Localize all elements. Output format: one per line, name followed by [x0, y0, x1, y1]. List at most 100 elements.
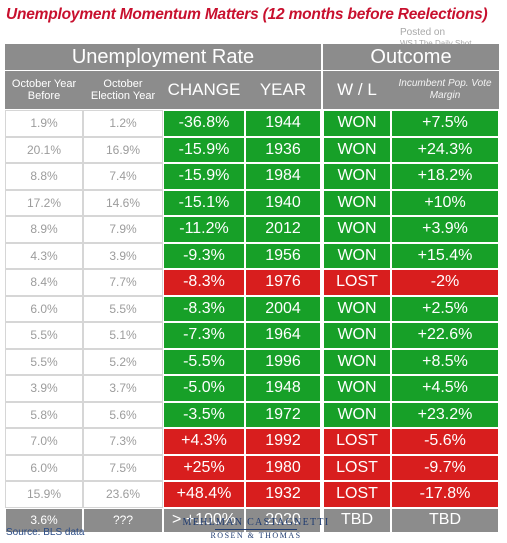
- cell-october-election-year: 7.9%: [83, 216, 163, 243]
- cell-october-year-before: 8.8%: [5, 163, 83, 190]
- cell-change: -15.9%: [163, 136, 245, 163]
- watermark-posted: Posted on: [400, 27, 446, 38]
- cell-october-year-before: 20.1%: [5, 136, 83, 163]
- cell-october-election-year: 14.6%: [83, 189, 163, 216]
- cell-result: WON: [323, 375, 391, 402]
- cell-result: WON: [323, 136, 391, 163]
- cell-october-year-before: 8.9%: [5, 216, 83, 243]
- cell-october-election-year: 7.4%: [83, 163, 163, 190]
- footer-cell-vote-margin: TBD: [391, 507, 499, 533]
- cell-vote-margin: +2.5%: [391, 295, 499, 322]
- unemployment-table: Unemployment Rate Outcome October Year B…: [5, 44, 499, 533]
- header-win-loss: W / L: [323, 71, 391, 109]
- cell-october-election-year: 23.6%: [83, 481, 163, 508]
- cell-result: WON: [323, 110, 391, 137]
- source-note: Source: BLS data: [6, 527, 85, 538]
- cell-result: LOST: [323, 269, 391, 296]
- cell-october-election-year: 3.9%: [83, 242, 163, 269]
- cell-year: 1964: [245, 322, 321, 349]
- cell-vote-margin: +15.4%: [391, 242, 499, 269]
- cell-october-year-before: 5.5%: [5, 322, 83, 349]
- cell-vote-margin: -17.8%: [391, 481, 499, 508]
- cell-october-election-year: 5.1%: [83, 322, 163, 349]
- cell-year: 1948: [245, 375, 321, 402]
- cell-year: 1972: [245, 401, 321, 428]
- cell-vote-margin: +23.2%: [391, 401, 499, 428]
- cell-vote-margin: +4.5%: [391, 375, 499, 402]
- cell-result: WON: [323, 348, 391, 375]
- cell-october-election-year: 16.9%: [83, 136, 163, 163]
- cell-change: -15.1%: [163, 189, 245, 216]
- cell-october-year-before: 8.4%: [5, 269, 83, 296]
- cell-year: 1980: [245, 454, 321, 481]
- cell-year: 1932: [245, 481, 321, 508]
- header-october-year-before: October Year Before: [5, 71, 83, 109]
- cell-vote-margin: +22.6%: [391, 322, 499, 349]
- cell-october-election-year: 7.3%: [83, 428, 163, 455]
- cell-result: LOST: [323, 481, 391, 508]
- header-outcome: Outcome: [323, 44, 499, 70]
- cell-vote-margin: +24.3%: [391, 136, 499, 163]
- cell-result: LOST: [323, 428, 391, 455]
- cell-change: -3.5%: [163, 401, 245, 428]
- cell-result: WON: [323, 163, 391, 190]
- cell-change: -5.5%: [163, 348, 245, 375]
- cell-change: -9.3%: [163, 242, 245, 269]
- cell-change: +4.3%: [163, 428, 245, 455]
- cell-change: -7.3%: [163, 322, 245, 349]
- brand-subname: ROSEN & THOMAS: [210, 531, 302, 540]
- cell-change: -36.8%: [163, 110, 245, 137]
- cell-october-election-year: 5.2%: [83, 348, 163, 375]
- cell-october-year-before: 3.9%: [5, 375, 83, 402]
- cell-change: -8.3%: [163, 269, 245, 296]
- cell-october-year-before: 6.0%: [5, 454, 83, 481]
- cell-october-election-year: 7.7%: [83, 269, 163, 296]
- footer-cell-result: TBD: [323, 507, 391, 533]
- cell-year: 2012: [245, 216, 321, 243]
- cell-october-election-year: 5.6%: [83, 401, 163, 428]
- cell-vote-margin: -5.6%: [391, 428, 499, 455]
- cell-result: WON: [323, 401, 391, 428]
- cell-year: 1976: [245, 269, 321, 296]
- brand-divider: [215, 529, 297, 530]
- cell-year: 1992: [245, 428, 321, 455]
- cell-year: 1936: [245, 136, 321, 163]
- cell-october-year-before: 1.9%: [5, 110, 83, 137]
- cell-october-year-before: 15.9%: [5, 481, 83, 508]
- cell-october-election-year: 5.5%: [83, 295, 163, 322]
- header-october-election-year: October Election Year: [83, 71, 163, 109]
- cell-october-year-before: 5.8%: [5, 401, 83, 428]
- cell-result: LOST: [323, 454, 391, 481]
- cell-vote-margin: +3.9%: [391, 216, 499, 243]
- cell-vote-margin: -2%: [391, 269, 499, 296]
- cell-change: -15.9%: [163, 163, 245, 190]
- cell-change: -8.3%: [163, 295, 245, 322]
- footer-cell-october-election-year: ???: [83, 507, 163, 533]
- cell-october-election-year: 1.2%: [83, 110, 163, 137]
- cell-october-year-before: 6.0%: [5, 295, 83, 322]
- cell-result: WON: [323, 322, 391, 349]
- cell-vote-margin: +18.2%: [391, 163, 499, 190]
- footer-cell-october-year-before: 3.6%: [5, 507, 83, 533]
- cell-result: WON: [323, 216, 391, 243]
- cell-vote-margin: +10%: [391, 189, 499, 216]
- header-unemployment-rate: Unemployment Rate: [5, 44, 321, 70]
- footer-cell-change: > +100%: [163, 507, 245, 533]
- footer-cell-year: 2020: [245, 507, 321, 533]
- cell-october-election-year: 3.7%: [83, 375, 163, 402]
- header-vote-margin: Incumbent Pop. Vote Margin: [391, 71, 499, 109]
- brand-name: MEHLMAN CASTAGNETTI: [182, 517, 330, 528]
- cell-october-year-before: 17.2%: [5, 189, 83, 216]
- cell-year: 1984: [245, 163, 321, 190]
- cell-october-year-before: 4.3%: [5, 242, 83, 269]
- cell-result: WON: [323, 295, 391, 322]
- cell-vote-margin: +8.5%: [391, 348, 499, 375]
- chart-title: Unemployment Momentum Matters (12 months…: [6, 6, 488, 23]
- cell-result: WON: [323, 242, 391, 269]
- cell-year: 1940: [245, 189, 321, 216]
- cell-october-year-before: 7.0%: [5, 428, 83, 455]
- cell-year: 1996: [245, 348, 321, 375]
- cell-change: +25%: [163, 454, 245, 481]
- cell-year: 2004: [245, 295, 321, 322]
- cell-vote-margin: -9.7%: [391, 454, 499, 481]
